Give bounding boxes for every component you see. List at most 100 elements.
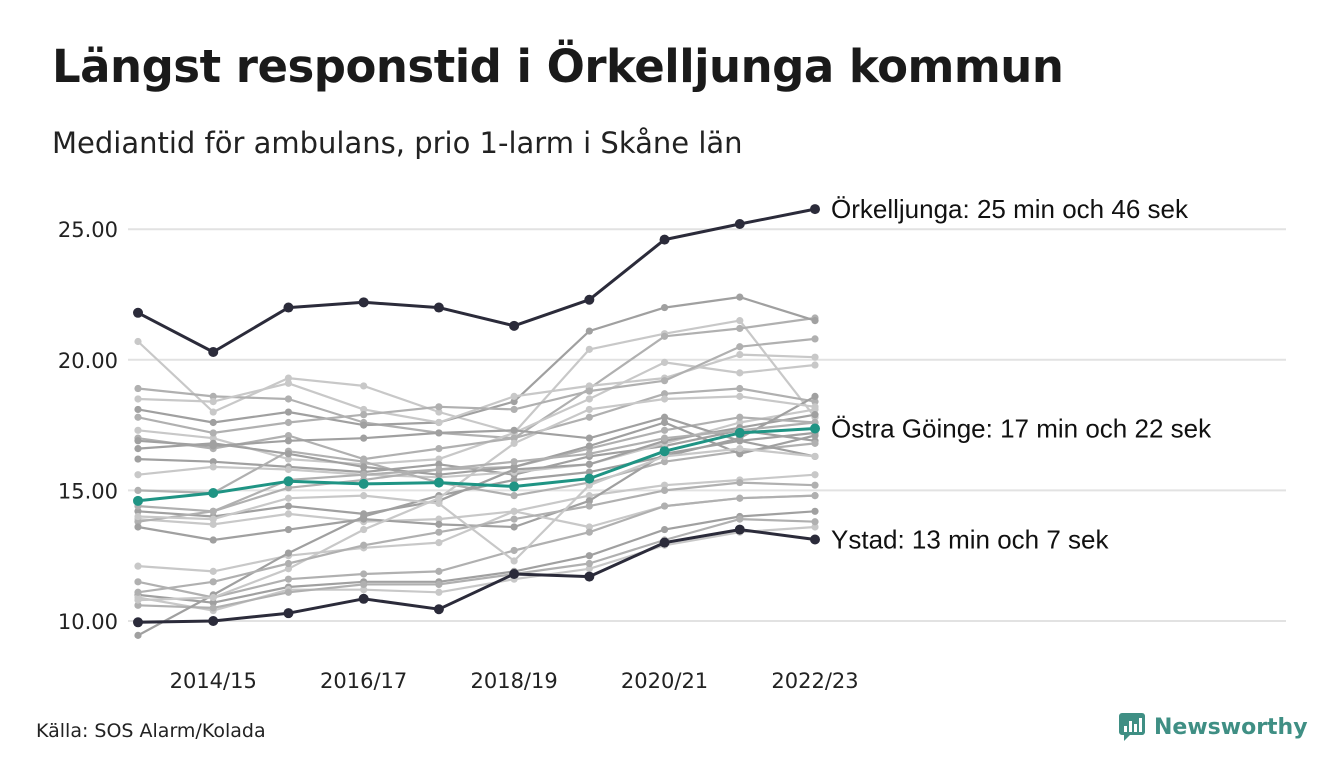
data-point	[585, 460, 593, 468]
data-point	[811, 452, 819, 461]
series-annotation: Ystad: 13 min och 7 sek	[831, 525, 1109, 555]
background-series-line	[136, 431, 817, 542]
data-point	[360, 492, 368, 500]
data-point	[134, 523, 142, 531]
data-point	[209, 418, 217, 427]
data-point	[585, 481, 593, 489]
x-tick-label: 2022/23	[771, 669, 858, 693]
data-point	[736, 450, 744, 458]
background-series-line	[136, 494, 817, 599]
data-point	[584, 473, 595, 484]
data-point	[736, 293, 744, 301]
data-point	[360, 471, 368, 479]
background-series-line	[136, 473, 817, 526]
brand-logo[interactable]: Newsworthy	[1118, 712, 1308, 742]
data-point	[284, 549, 293, 557]
data-point	[584, 294, 595, 305]
background-series-line	[136, 387, 817, 461]
data-point	[209, 593, 217, 602]
series-annotations: Örkelljunga: 25 min och 46 sek Östra Göin…	[831, 194, 1212, 554]
data-point	[660, 426, 669, 434]
data-point	[134, 562, 142, 570]
data-point	[360, 405, 368, 414]
data-point	[811, 518, 819, 526]
data-point	[209, 604, 217, 612]
data-point	[584, 571, 595, 582]
background-series-line	[136, 296, 817, 427]
data-point	[133, 307, 143, 318]
data-point	[660, 303, 669, 312]
data-point	[435, 408, 443, 416]
data-point	[134, 588, 142, 596]
data-point	[134, 413, 142, 421]
data-point	[208, 616, 219, 626]
data-point	[736, 350, 744, 359]
data-point	[209, 439, 217, 447]
data-point	[660, 418, 669, 427]
data-point	[660, 358, 669, 367]
data-point	[134, 578, 142, 586]
data-point	[284, 465, 293, 474]
data-point	[435, 445, 443, 453]
data-point	[660, 458, 669, 466]
x-tick-label: 2014/15	[170, 669, 257, 693]
data-point	[510, 405, 518, 414]
data-point	[510, 476, 518, 484]
gridlines	[128, 228, 1286, 622]
data-point	[585, 434, 593, 442]
data-point	[585, 468, 593, 476]
data-point	[435, 403, 443, 411]
data-point	[660, 413, 669, 421]
data-point	[134, 337, 142, 346]
data-point	[811, 397, 819, 406]
background-series-line	[136, 319, 817, 434]
data-point	[284, 450, 293, 458]
data-point	[585, 413, 593, 421]
data-point	[660, 525, 669, 534]
data-point	[435, 471, 443, 479]
data-point	[736, 369, 744, 377]
data-point	[284, 437, 293, 445]
data-point	[585, 345, 593, 353]
background-series-line	[136, 337, 817, 434]
data-point	[435, 460, 443, 468]
data-point	[811, 317, 819, 325]
data-point	[209, 536, 217, 544]
data-point	[209, 458, 217, 466]
background-series-line	[136, 353, 817, 424]
data-point	[810, 423, 820, 434]
data-point	[358, 593, 369, 604]
background-series-line	[136, 510, 817, 604]
data-point	[435, 465, 443, 474]
y-tick-label: 20.00	[58, 349, 118, 373]
data-point	[435, 580, 443, 589]
data-point	[433, 477, 444, 488]
x-tick-label: 2016/17	[320, 669, 407, 693]
data-point	[209, 599, 217, 607]
data-point	[134, 486, 142, 494]
data-point	[284, 374, 293, 382]
data-point	[134, 445, 142, 453]
data-point	[209, 429, 217, 437]
data-point	[810, 534, 820, 545]
y-axis-ticks: 10.00 15.00 20.00 25.00	[58, 218, 118, 634]
data-point	[736, 445, 744, 453]
data-point	[360, 586, 368, 594]
y-tick-label: 25.00	[58, 218, 118, 242]
data-point	[284, 395, 293, 403]
data-point	[659, 234, 670, 245]
data-point	[134, 437, 142, 445]
data-point	[811, 392, 819, 400]
series-line-östra-göinge	[136, 427, 817, 503]
data-point	[134, 518, 142, 526]
data-point	[284, 408, 293, 416]
data-point	[736, 418, 744, 427]
data-point	[811, 431, 819, 440]
data-point	[736, 413, 744, 421]
brand-name: Newsworthy	[1154, 714, 1308, 740]
data-point	[660, 390, 669, 398]
data-point	[209, 434, 217, 442]
data-point	[284, 510, 293, 518]
data-point	[284, 431, 293, 440]
data-point	[659, 446, 670, 457]
